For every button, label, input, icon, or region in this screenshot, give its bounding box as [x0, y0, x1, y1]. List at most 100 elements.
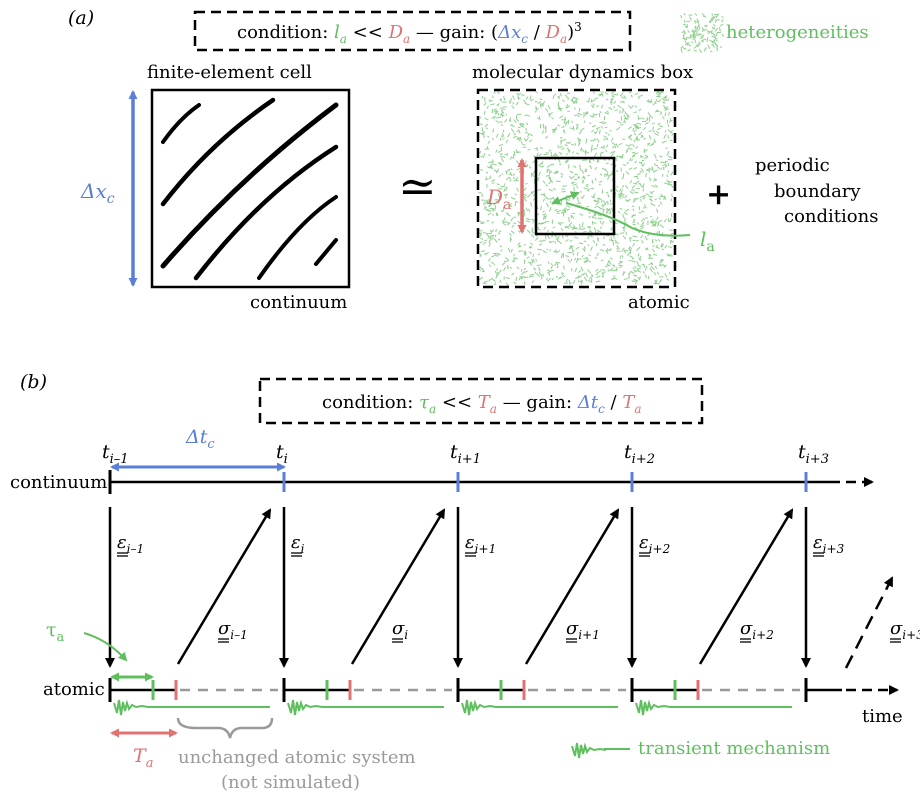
heterogeneity-mark: [572, 252, 575, 256]
heterogeneity-mark: [585, 138, 588, 144]
heterogeneity-mark: [560, 172, 563, 176]
heterogeneity-mark: [555, 126, 558, 130]
heterogeneity-mark: [576, 123, 580, 126]
heterogeneity-mark: [559, 107, 562, 111]
heterogeneity-mark: [548, 269, 554, 273]
heterogeneity-mark: [604, 112, 610, 115]
heterogeneity-mark: [481, 131, 486, 136]
heterogeneity-mark: [564, 122, 568, 126]
heterogeneity-mark: [497, 252, 501, 256]
heterogeneity-mark: [623, 114, 627, 119]
heterogeneity-mark: [694, 38, 697, 43]
heterogeneity-mark: [667, 111, 671, 116]
heterogeneity-mark: [570, 181, 574, 184]
heterogeneity-mark: [632, 267, 635, 270]
heterogeneity-mark: [627, 252, 631, 257]
heterogeneity-mark: [639, 225, 643, 228]
heterogeneity-mark: [498, 269, 502, 274]
heterogeneity-mark: [657, 99, 661, 103]
heterogeneity-mark: [653, 138, 657, 143]
heterogeneity-mark: [709, 50, 713, 53]
stress-arrow: [524, 508, 620, 665]
heterogeneity-mark: [648, 253, 651, 258]
transient-legend-label: transient mechanism: [638, 738, 830, 759]
heterogeneity-mark: [617, 210, 621, 214]
heterogeneity-mark: [505, 220, 510, 225]
heterogeneity-mark: [548, 272, 550, 277]
heterogeneity-mark: [506, 213, 511, 217]
heterogeneity-mark: [536, 117, 541, 120]
heterogeneity-mark: [535, 106, 538, 109]
heterogeneity-mark: [591, 196, 596, 199]
heterogeneity-mark: [572, 183, 578, 186]
heterogeneity-mark: [687, 48, 691, 52]
heterogeneity-mark: [661, 226, 665, 229]
heterogeneity-mark: [535, 258, 537, 262]
heterogeneity-mark: [614, 109, 618, 112]
heterogeneity-mark: [493, 238, 498, 243]
heterogeneity-mark: [580, 227, 586, 231]
heterogeneity-mark: [534, 271, 537, 275]
heterogeneity-mark: [695, 26, 697, 30]
heterogeneity-mark: [481, 95, 484, 99]
heterogeneity-mark: [605, 248, 609, 253]
heterogeneity-mark: [627, 143, 632, 148]
heterogeneity-mark: [621, 254, 624, 258]
heterogeneity-mark: [565, 239, 569, 242]
time-step-label: ti+2: [624, 441, 655, 467]
heterogeneity-mark: [492, 209, 495, 212]
heterogeneity-mark: [541, 222, 546, 224]
heterogeneity-mark: [568, 280, 571, 284]
heterogeneity-mark: [596, 160, 600, 162]
heterogeneity-mark: [547, 261, 550, 265]
heterogeneity-mark: [532, 174, 536, 178]
heterogeneity-mark: [580, 266, 584, 272]
heterogeneity-mark: [529, 133, 534, 137]
heterogeneity-mark: [572, 151, 575, 154]
heterogeneity-mark: [615, 268, 618, 272]
heterogeneity-mark: [692, 35, 695, 40]
heterogeneity-mark: [669, 156, 673, 159]
heterogeneity-mark: [574, 231, 577, 234]
heterogeneity-mark: [648, 195, 653, 198]
heterogeneity-mark: [524, 270, 528, 273]
heterogeneity-mark: [490, 103, 495, 106]
heterogeneity-mark: [522, 99, 527, 104]
heterogeneity-mark: [504, 257, 510, 261]
heterogeneity-mark: [524, 137, 527, 142]
heterogeneity-mark: [691, 41, 694, 44]
heterogeneity-mark: [603, 135, 608, 139]
heterogeneity-mark: [636, 261, 640, 266]
heterogeneity-mark: [638, 94, 643, 97]
heterogeneity-mark: [559, 92, 562, 97]
heterogeneity-mark: [502, 138, 505, 140]
heterogeneity-mark: [667, 183, 670, 186]
heterogeneity-mark: [490, 192, 493, 196]
heterogeneity-mark: [667, 128, 672, 134]
heterogeneity-mark: [571, 181, 575, 185]
heterogeneity-mark: [721, 16, 725, 18]
heterogeneity-mark: [620, 153, 624, 158]
heterogeneity-mark: [602, 243, 606, 247]
condition-text-a: condition: la << Da — gain: (Δxc / Da)3: [237, 20, 582, 46]
heterogeneity-mark: [647, 100, 652, 103]
heterogeneity-mark: [523, 244, 526, 246]
heterogeneity-mark: [654, 265, 658, 269]
heterogeneity-mark: [594, 138, 597, 141]
heterogeneity-mark: [662, 100, 665, 104]
heterogeneity-mark: [479, 221, 485, 223]
heterogeneity-mark: [527, 193, 531, 198]
heterogeneity-mark: [577, 112, 583, 116]
heterogeneity-mark: [557, 221, 562, 226]
heterogeneity-mark: [628, 135, 633, 138]
heterogeneity-mark: [528, 166, 532, 169]
heterogeneity-mark: [621, 226, 626, 230]
heterogeneity-mark: [561, 273, 566, 278]
heterogeneity-mark: [614, 239, 617, 243]
heterogeneity-mark: [499, 114, 505, 117]
heterogeneity-mark: [637, 276, 641, 281]
heterogeneity-mark: [549, 240, 555, 244]
heterogeneity-mark: [716, 45, 719, 50]
heterogeneity-mark: [609, 249, 612, 252]
